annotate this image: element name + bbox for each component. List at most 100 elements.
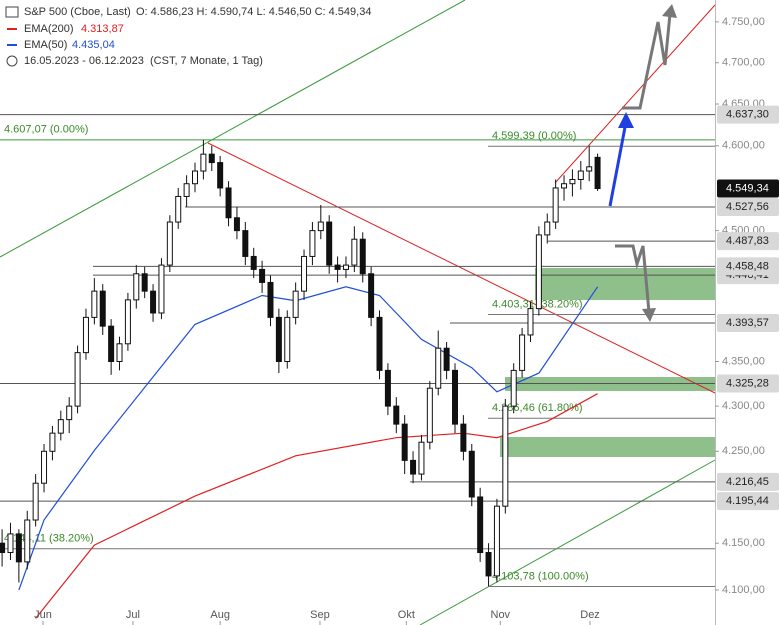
candle-body (91, 290, 98, 318)
x-tick-label: Jun (34, 609, 52, 621)
candle-body (66, 405, 73, 421)
candle-body (99, 290, 106, 327)
candle-body (326, 221, 333, 266)
candle-body (242, 230, 249, 257)
zone (535, 268, 715, 300)
candle-body (150, 290, 157, 314)
candle-body (7, 533, 14, 554)
candle-body (200, 153, 207, 172)
level-label: 4.458,48 (726, 260, 769, 272)
level-box (717, 472, 779, 491)
candle-body (267, 281, 274, 318)
level-box (717, 179, 779, 198)
levels: 4.607,07 (0.00%)4.599,39 (0.00%)4.403,31… (0, 114, 715, 587)
legend-label: EMA(200) (24, 23, 74, 35)
legend-value: 4.313,87 (81, 23, 124, 35)
x-tick-label: Nov (491, 609, 511, 621)
arrow-head (662, 4, 677, 18)
candle-body (502, 405, 509, 507)
candle-body (57, 419, 64, 434)
candle-body (535, 234, 542, 310)
ema-line (18, 286, 599, 591)
candle-body (292, 290, 299, 318)
level-box (717, 198, 779, 217)
candle-body (368, 273, 375, 318)
range-info: (CST, 7 Monate, 1 Tag) (150, 55, 263, 67)
candle-body (342, 264, 349, 270)
candle-body (124, 299, 131, 345)
candle-body (334, 264, 341, 270)
candle-body (485, 552, 492, 577)
symbol: S&P 500 (Cboe, Last) (24, 6, 131, 18)
x-tick-label: Dez (580, 609, 600, 621)
level-label: 4.216,45 (726, 476, 769, 488)
candle-body (586, 166, 593, 172)
y-tick-label: 4.700,00 (722, 57, 765, 69)
fib-label: 4.599,39 (0.00%) (492, 130, 576, 142)
candle-body (175, 195, 182, 223)
candle-body (359, 238, 366, 275)
candle-body (74, 352, 81, 407)
arrow (615, 244, 651, 313)
candle-body (384, 369, 391, 407)
level-label: 4.549,34 (726, 182, 769, 194)
candle-body (309, 230, 316, 257)
candle-body (435, 347, 442, 389)
zone (500, 437, 715, 457)
level-box (717, 314, 779, 333)
header: S&P 500 (Cboe, Last) O: 4.586,23 H: 4.59… (5, 6, 371, 67)
candle-body (225, 187, 232, 219)
candle-body (141, 273, 148, 292)
candle-body (0, 542, 6, 554)
candle-body (259, 268, 266, 283)
icon (6, 55, 18, 67)
candle-body (24, 519, 31, 563)
candle-body (158, 264, 165, 314)
candle-body (418, 441, 425, 475)
fib-label: 4.103,78 (100.00%) (492, 570, 589, 582)
candle-body (477, 496, 484, 554)
candle-body (217, 162, 224, 189)
trend-lines (0, 0, 716, 625)
candle-body (552, 187, 559, 223)
y-tick-label: 4.250,00 (722, 445, 765, 457)
level-label: 4.637,30 (726, 108, 769, 120)
candle-body (351, 238, 358, 266)
y-tick-label: 4.750,00 (722, 16, 765, 28)
y-tick-label: 4.100,00 (722, 584, 765, 596)
y-tick-label: 4.600,00 (722, 140, 765, 152)
candle-body (166, 221, 173, 266)
trend-line (207, 142, 716, 394)
level-label: 4.487,83 (726, 235, 769, 247)
candle-body (301, 255, 308, 292)
candle-body (250, 255, 257, 270)
y-tick-label: 4.350,00 (722, 355, 765, 367)
ema-line (35, 393, 598, 619)
candle-body (183, 183, 190, 197)
x-tick-label: Jul (126, 609, 140, 621)
candle-body (108, 325, 115, 362)
zone (505, 377, 715, 391)
candle-body (561, 183, 568, 189)
y-tick-label: 4.300,00 (722, 400, 765, 412)
level-box (717, 257, 779, 276)
level-box (717, 374, 779, 393)
candle-body (284, 316, 291, 362)
candle-body (510, 369, 517, 407)
candle-body (460, 423, 467, 452)
legend-value: 4.435,04 (72, 39, 115, 51)
candle-body (569, 178, 576, 185)
trend-line (419, 459, 716, 625)
x-tick-label: Okt (398, 609, 415, 621)
arrows (608, 4, 677, 322)
level-box (717, 232, 779, 251)
level-box (717, 105, 779, 124)
x-tick-label: Aug (210, 609, 230, 621)
candle-body (275, 316, 282, 362)
candle-body (133, 273, 140, 301)
trend-line (554, 4, 716, 184)
candle-body (410, 459, 417, 475)
candle-body (452, 369, 458, 425)
